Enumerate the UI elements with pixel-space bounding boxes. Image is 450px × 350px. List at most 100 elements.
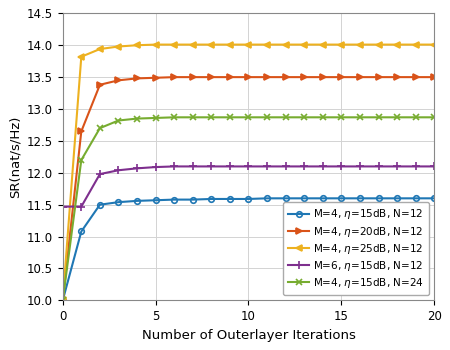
M=4, $\eta$=15dB, N=12: [190, 197, 195, 202]
Y-axis label: SR(nat/s/Hz): SR(nat/s/Hz): [9, 116, 21, 198]
M=6, $\eta$=15dB, N=12: [190, 164, 195, 169]
Line: M=4, $\eta$=20dB, N=12: M=4, $\eta$=20dB, N=12: [60, 74, 437, 303]
M=4, $\eta$=20dB, N=12: [135, 76, 140, 80]
M=4, $\eta$=15dB, N=12: [394, 196, 400, 201]
M=4, $\eta$=15dB, N=12: [79, 229, 84, 233]
M=4, $\eta$=15dB, N=24: [283, 115, 288, 119]
M=4, $\eta$=20dB, N=12: [432, 75, 437, 79]
M=4, $\eta$=15dB, N=24: [60, 298, 65, 302]
M=4, $\eta$=25dB, N=12: [302, 42, 307, 47]
M=4, $\eta$=25dB, N=12: [209, 42, 214, 47]
M=4, $\eta$=15dB, N=12: [116, 200, 121, 204]
M=4, $\eta$=15dB, N=24: [432, 115, 437, 119]
M=4, $\eta$=25dB, N=12: [432, 42, 437, 47]
M=4, $\eta$=20dB, N=12: [264, 75, 270, 79]
M=4, $\eta$=25dB, N=12: [246, 42, 251, 47]
M=4, $\eta$=25dB, N=12: [97, 47, 103, 51]
M=4, $\eta$=15dB, N=24: [339, 115, 344, 119]
M=6, $\eta$=15dB, N=12: [413, 164, 418, 169]
M=4, $\eta$=15dB, N=24: [116, 118, 121, 122]
M=4, $\eta$=25dB, N=12: [394, 42, 400, 47]
X-axis label: Number of Outerlayer Iterations: Number of Outerlayer Iterations: [142, 329, 356, 342]
M=4, $\eta$=20dB, N=12: [190, 75, 195, 79]
M=4, $\eta$=20dB, N=12: [302, 75, 307, 79]
M=6, $\eta$=15dB, N=12: [209, 164, 214, 169]
M=4, $\eta$=15dB, N=24: [153, 116, 158, 120]
M=4, $\eta$=25dB, N=12: [116, 44, 121, 49]
M=6, $\eta$=15dB, N=12: [432, 164, 437, 169]
M=4, $\eta$=25dB, N=12: [60, 298, 65, 302]
M=4, $\eta$=20dB, N=12: [153, 76, 158, 80]
M=4, $\eta$=15dB, N=24: [376, 115, 381, 119]
M=4, $\eta$=15dB, N=24: [79, 158, 84, 162]
M=4, $\eta$=15dB, N=12: [153, 198, 158, 202]
M=4, $\eta$=15dB, N=24: [413, 115, 418, 119]
M=4, $\eta$=20dB, N=12: [60, 298, 65, 302]
M=4, $\eta$=15dB, N=24: [357, 115, 363, 119]
M=4, $\eta$=15dB, N=24: [246, 115, 251, 119]
M=4, $\eta$=20dB, N=12: [357, 75, 363, 79]
M=4, $\eta$=20dB, N=12: [97, 83, 103, 87]
M=6, $\eta$=15dB, N=12: [394, 164, 400, 169]
M=4, $\eta$=15dB, N=12: [432, 196, 437, 201]
M=4, $\eta$=15dB, N=24: [171, 115, 177, 119]
M=4, $\eta$=20dB, N=12: [413, 75, 418, 79]
M=6, $\eta$=15dB, N=12: [339, 164, 344, 169]
M=4, $\eta$=20dB, N=12: [116, 78, 121, 82]
M=4, $\eta$=25dB, N=12: [357, 42, 363, 47]
M=6, $\eta$=15dB, N=12: [264, 164, 270, 169]
M=6, $\eta$=15dB, N=12: [153, 165, 158, 169]
M=4, $\eta$=20dB, N=12: [227, 75, 233, 79]
M=4, $\eta$=15dB, N=24: [135, 117, 140, 121]
M=4, $\eta$=20dB, N=12: [376, 75, 381, 79]
M=4, $\eta$=15dB, N=24: [394, 115, 400, 119]
M=4, $\eta$=25dB, N=12: [376, 42, 381, 47]
M=6, $\eta$=15dB, N=12: [376, 164, 381, 169]
M=4, $\eta$=15dB, N=24: [97, 126, 103, 130]
M=4, $\eta$=15dB, N=12: [357, 196, 363, 201]
M=4, $\eta$=15dB, N=12: [339, 196, 344, 201]
M=4, $\eta$=15dB, N=12: [171, 197, 177, 202]
M=4, $\eta$=20dB, N=12: [79, 129, 84, 133]
M=4, $\eta$=15dB, N=24: [227, 115, 233, 119]
M=4, $\eta$=15dB, N=24: [190, 115, 195, 119]
M=4, $\eta$=25dB, N=12: [153, 42, 158, 47]
M=4, $\eta$=25dB, N=12: [320, 42, 325, 47]
Legend: M=4, $\eta$=15dB, N=12, M=4, $\eta$=20dB, N=12, M=4, $\eta$=25dB, N=12, M=6, $\e: M=4, $\eta$=15dB, N=12, M=4, $\eta$=20dB…: [283, 202, 429, 295]
M=6, $\eta$=15dB, N=12: [302, 164, 307, 169]
M=4, $\eta$=20dB, N=12: [320, 75, 325, 79]
M=4, $\eta$=20dB, N=12: [171, 75, 177, 79]
M=6, $\eta$=15dB, N=12: [60, 204, 65, 209]
Line: M=4, $\eta$=15dB, N=12: M=4, $\eta$=15dB, N=12: [60, 196, 437, 303]
M=4, $\eta$=25dB, N=12: [264, 42, 270, 47]
M=6, $\eta$=15dB, N=12: [97, 172, 103, 176]
Line: M=6, $\eta$=15dB, N=12: M=6, $\eta$=15dB, N=12: [58, 162, 438, 211]
M=4, $\eta$=25dB, N=12: [283, 42, 288, 47]
M=4, $\eta$=25dB, N=12: [135, 43, 140, 47]
M=4, $\eta$=15dB, N=24: [209, 115, 214, 119]
M=4, $\eta$=25dB, N=12: [190, 42, 195, 47]
M=4, $\eta$=25dB, N=12: [79, 55, 84, 59]
M=4, $\eta$=15dB, N=12: [246, 197, 251, 201]
M=4, $\eta$=15dB, N=12: [413, 196, 418, 201]
M=6, $\eta$=15dB, N=12: [135, 166, 140, 170]
M=4, $\eta$=15dB, N=12: [376, 196, 381, 201]
M=4, $\eta$=15dB, N=24: [302, 115, 307, 119]
M=4, $\eta$=15dB, N=12: [209, 197, 214, 201]
Line: M=4, $\eta$=15dB, N=24: M=4, $\eta$=15dB, N=24: [59, 114, 438, 304]
M=6, $\eta$=15dB, N=12: [227, 164, 233, 169]
M=4, $\eta$=25dB, N=12: [413, 42, 418, 47]
M=4, $\eta$=15dB, N=12: [227, 197, 233, 201]
M=4, $\eta$=15dB, N=12: [283, 196, 288, 201]
M=6, $\eta$=15dB, N=12: [116, 168, 121, 172]
M=4, $\eta$=25dB, N=12: [339, 42, 344, 47]
M=6, $\eta$=15dB, N=12: [79, 204, 84, 209]
M=4, $\eta$=15dB, N=12: [264, 196, 270, 201]
M=4, $\eta$=20dB, N=12: [283, 75, 288, 79]
M=6, $\eta$=15dB, N=12: [246, 164, 251, 169]
M=4, $\eta$=15dB, N=12: [135, 199, 140, 203]
M=4, $\eta$=20dB, N=12: [209, 75, 214, 79]
M=4, $\eta$=15dB, N=24: [320, 115, 325, 119]
Line: M=4, $\eta$=25dB, N=12: M=4, $\eta$=25dB, N=12: [60, 42, 437, 303]
M=6, $\eta$=15dB, N=12: [320, 164, 325, 169]
